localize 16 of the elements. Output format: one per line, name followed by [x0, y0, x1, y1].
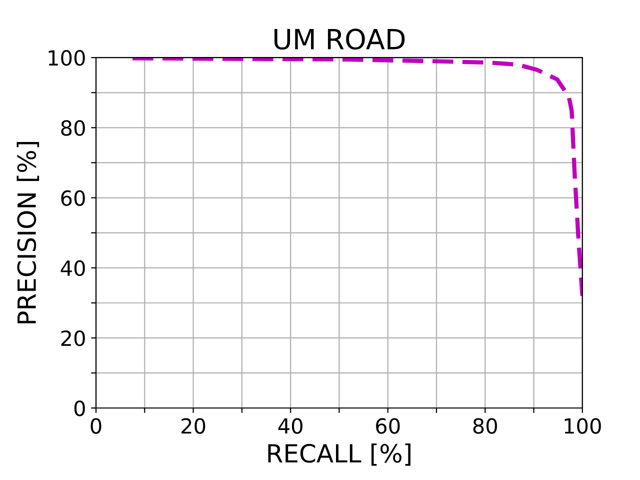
- x-tick-label: 60: [376, 418, 400, 434]
- x-tick-label: 0: [90, 418, 102, 434]
- y-tick-label: 40: [60, 260, 85, 276]
- chart-title: UM ROAD: [274, 28, 405, 50]
- y-tick-label: 20: [61, 330, 85, 346]
- x-tick-label: 40: [278, 418, 302, 434]
- y-tick-label: 80: [61, 120, 85, 136]
- y-tick-label: 60: [61, 190, 85, 206]
- x-tick-label: 80: [473, 418, 497, 434]
- y-tick-label: 100: [48, 50, 85, 66]
- y-axis-title: PRECISION [%]: [16, 142, 40, 324]
- x-tick-label: 20: [182, 418, 206, 434]
- line-series: [130, 58, 582, 298]
- x-axis-title: RECALL [%]: [268, 443, 410, 466]
- x-tick-label: 100: [564, 418, 601, 434]
- y-tick-label: 0: [74, 400, 85, 416]
